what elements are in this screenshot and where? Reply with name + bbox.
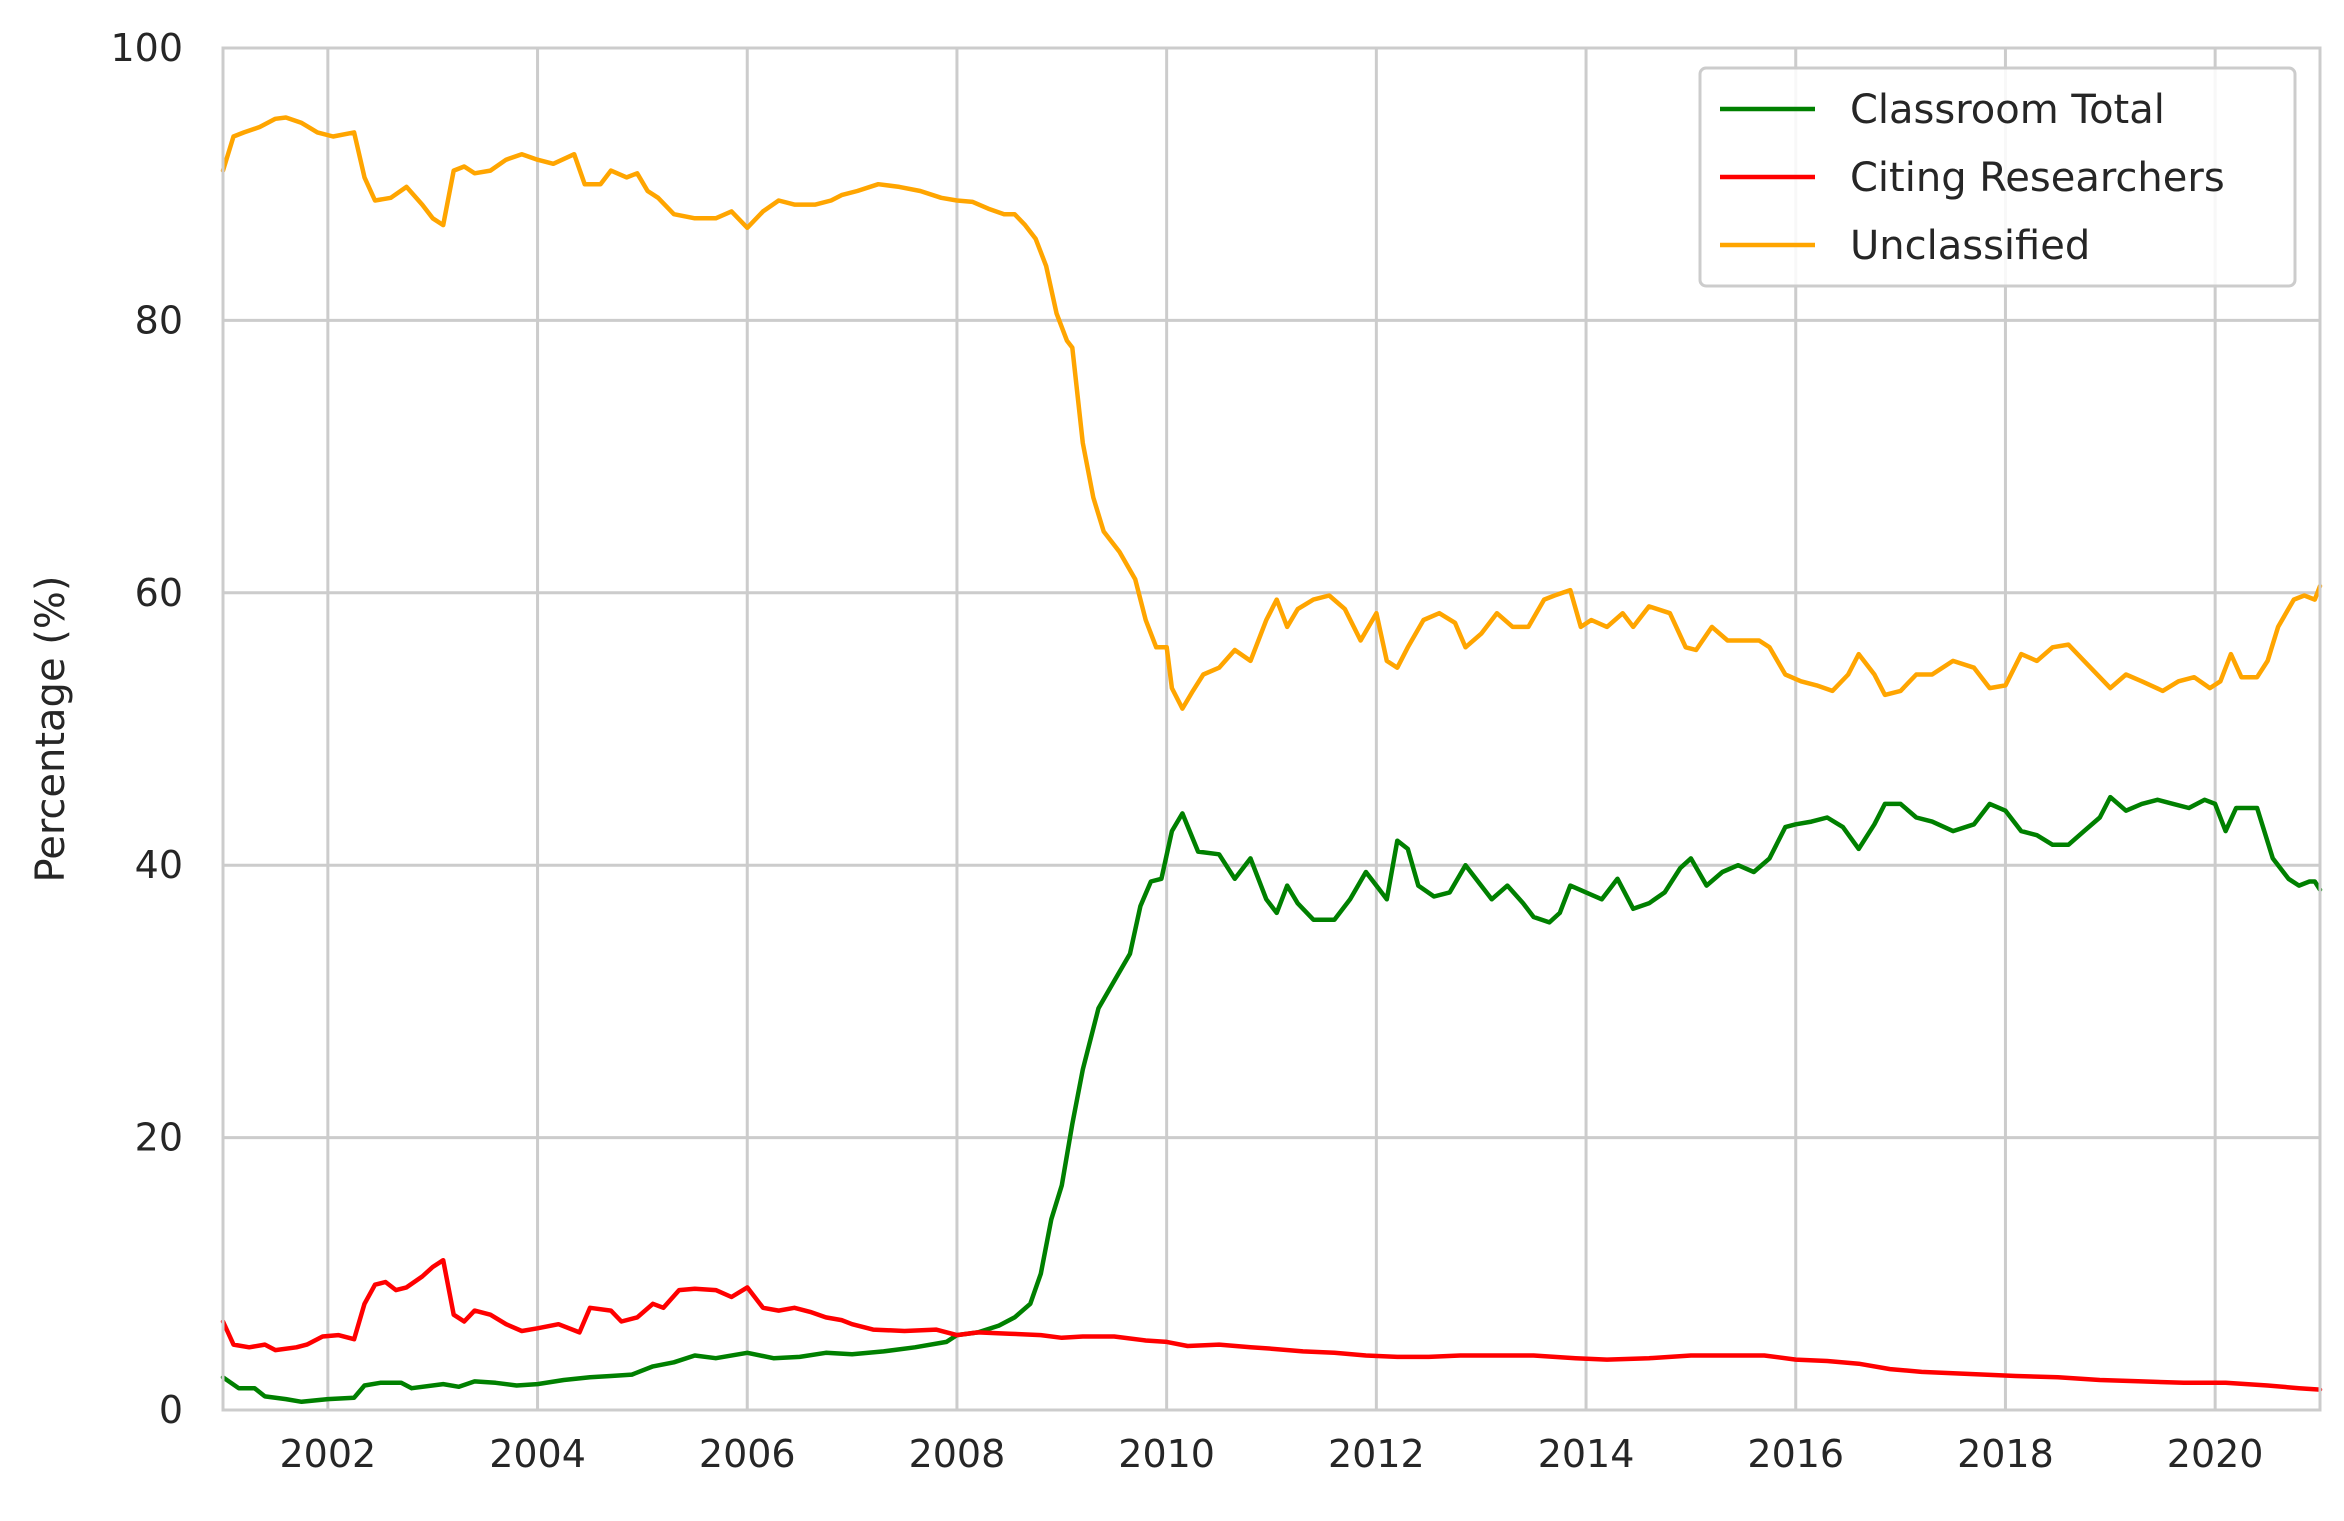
- x-tick-label: 2004: [489, 1432, 586, 1476]
- series-lines: [220, 115, 2323, 1405]
- y-tick-label: 60: [135, 571, 183, 615]
- x-tick-label: 2008: [909, 1432, 1006, 1476]
- legend-label: Classroom Total: [1850, 87, 2165, 133]
- legend-label: Citing Researchers: [1850, 155, 2225, 201]
- series-line-citing-researchers: [220, 1257, 2323, 1392]
- y-tick-label: 80: [135, 298, 183, 342]
- x-tick-label: 2020: [2167, 1432, 2264, 1476]
- x-axis-ticks: 2002 2004 2006 2008 2010 2012 2014 2016 2018 2020: [279, 1432, 2263, 1476]
- y-tick-label: 0: [159, 1388, 183, 1432]
- series-line-unclassified: [220, 115, 2323, 711]
- x-tick-label: 2010: [1118, 1432, 1215, 1476]
- x-tick-label: 2012: [1328, 1432, 1425, 1476]
- y-tick-label: 100: [110, 26, 183, 70]
- y-tick-label: 40: [135, 843, 183, 887]
- x-tick-label: 2018: [1957, 1432, 2054, 1476]
- plot-frame: [221, 46, 2322, 1412]
- x-tick-label: 2006: [699, 1432, 796, 1476]
- y-axis-title: Percentage (%): [28, 576, 74, 883]
- y-axis-ticks: 0 20 40 60 80 100: [110, 26, 183, 1432]
- x-tick-label: 2016: [1747, 1432, 1844, 1476]
- x-tick-label: 2002: [279, 1432, 376, 1476]
- series-line-classroom-total: [220, 794, 2323, 1405]
- legend-label: Unclassified: [1850, 223, 2090, 269]
- legend: Classroom Total Citing Researchers Unclass…: [1698, 66, 2297, 288]
- y-tick-label: 20: [135, 1116, 183, 1160]
- legend-box: [1698, 66, 2297, 288]
- x-tick-label: 2014: [1538, 1432, 1635, 1476]
